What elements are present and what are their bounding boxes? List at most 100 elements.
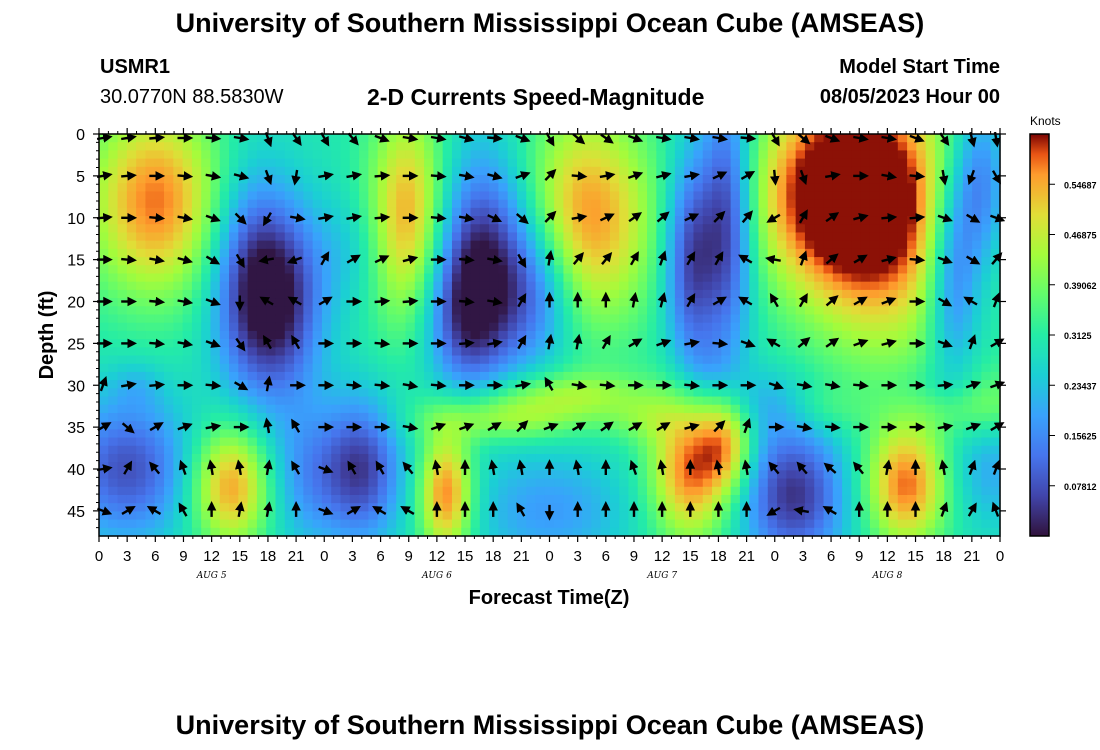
heatmap-cell [721, 347, 732, 357]
heatmap-cell [684, 445, 695, 455]
heatmap-cell [108, 355, 119, 365]
current-vector [458, 133, 475, 143]
heatmap-cell [795, 511, 806, 521]
heatmap-cell [219, 355, 230, 365]
heatmap-cell [814, 494, 825, 504]
heatmap-cell [396, 339, 407, 348]
heatmap-cell [953, 289, 964, 299]
heatmap-cell [154, 355, 165, 365]
heatmap-cell [424, 142, 434, 151]
heatmap-cell [916, 248, 927, 258]
heatmap-cell [294, 429, 304, 439]
heatmap-cell [869, 314, 880, 324]
heatmap-cell [730, 257, 741, 266]
heatmap-cell [619, 257, 630, 266]
heatmap-cell [238, 199, 249, 209]
heatmap-cell [554, 494, 565, 504]
heatmap-cell [981, 248, 992, 258]
heatmap-cell [897, 175, 908, 184]
heatmap-cell [117, 404, 128, 414]
heatmap-cell [117, 265, 128, 275]
heatmap-cell [145, 224, 156, 234]
heatmap-cell [582, 429, 592, 439]
heatmap-cell [247, 347, 258, 357]
heatmap-cell [721, 207, 732, 217]
heatmap-cell [470, 388, 481, 398]
heatmap-cell [136, 519, 147, 529]
heatmap-cell [637, 388, 648, 398]
heatmap-cell [572, 207, 583, 217]
heatmap-cell [665, 396, 676, 406]
heatmap-cell [145, 183, 156, 193]
heatmap-cell [619, 175, 630, 184]
heatmap-cell [442, 248, 453, 258]
heatmap-cell [414, 421, 425, 430]
heatmap-cell [470, 421, 481, 430]
heatmap-cell [424, 519, 434, 529]
heatmap-cell [925, 412, 936, 422]
heatmap-cell [507, 486, 518, 496]
heatmap-cell [424, 224, 434, 234]
heatmap-cell [656, 306, 667, 316]
heatmap-cell [944, 314, 955, 324]
heatmap-cell [702, 470, 713, 480]
heatmap-cell [247, 298, 258, 307]
heatmap-cell [516, 347, 527, 357]
heatmap-cell [275, 273, 286, 283]
heatmap-cell [721, 404, 732, 414]
heatmap-cell [842, 445, 852, 455]
heatmap-cell [786, 462, 797, 471]
heatmap-cell [284, 503, 295, 512]
heatmap-cell [934, 371, 945, 381]
heatmap-cell [470, 486, 481, 496]
heatmap-cell [145, 437, 156, 447]
heatmap-cell [674, 470, 685, 480]
heatmap-cell [869, 404, 880, 414]
heatmap-cell [340, 314, 351, 324]
heatmap-cell [535, 216, 546, 225]
heatmap-cell [229, 142, 239, 151]
heatmap-cell [321, 224, 332, 234]
heatmap-cell [758, 511, 769, 521]
heatmap-cell [907, 134, 917, 143]
heatmap-cell [424, 396, 434, 406]
heatmap-cell [479, 470, 490, 480]
heatmap-cell [962, 355, 973, 365]
heatmap-cell [424, 314, 434, 324]
heatmap-cell [554, 224, 565, 234]
heatmap-cell [777, 158, 787, 168]
heatmap-cell [619, 183, 630, 193]
heatmap-cell [674, 388, 685, 398]
heatmap-cell [702, 429, 713, 439]
heatmap-cell [563, 503, 574, 512]
heatmap-cell [916, 404, 927, 414]
heatmap-cell [321, 429, 332, 439]
heatmap-cell [739, 503, 750, 512]
heatmap-cell [693, 224, 704, 234]
heatmap-cell [637, 166, 648, 176]
heatmap-cell [767, 248, 778, 258]
heatmap-cell [990, 445, 1001, 455]
heatmap-cell [637, 494, 648, 504]
heatmap-cell [136, 330, 147, 340]
heatmap-cell [433, 404, 444, 414]
heatmap-cell [535, 175, 546, 184]
heatmap-cell [321, 363, 332, 373]
heatmap-cell [647, 388, 657, 398]
heatmap-cell [814, 371, 825, 381]
heatmap-cell [498, 322, 509, 332]
heatmap-cell [647, 478, 657, 488]
heatmap-cell [451, 306, 462, 316]
heatmap-cell [284, 265, 295, 275]
heatmap-cell [869, 437, 880, 447]
heatmap-cell [823, 445, 834, 455]
heatmap-cell [972, 150, 983, 160]
heatmap-cell [628, 347, 639, 357]
current-vector [937, 297, 953, 307]
heatmap-cell [154, 412, 165, 422]
heatmap-cell [544, 519, 555, 529]
heatmap-cell [702, 224, 713, 234]
heatmap-cell [554, 412, 565, 422]
heatmap-cell [229, 240, 239, 250]
heatmap-cell [154, 281, 165, 291]
